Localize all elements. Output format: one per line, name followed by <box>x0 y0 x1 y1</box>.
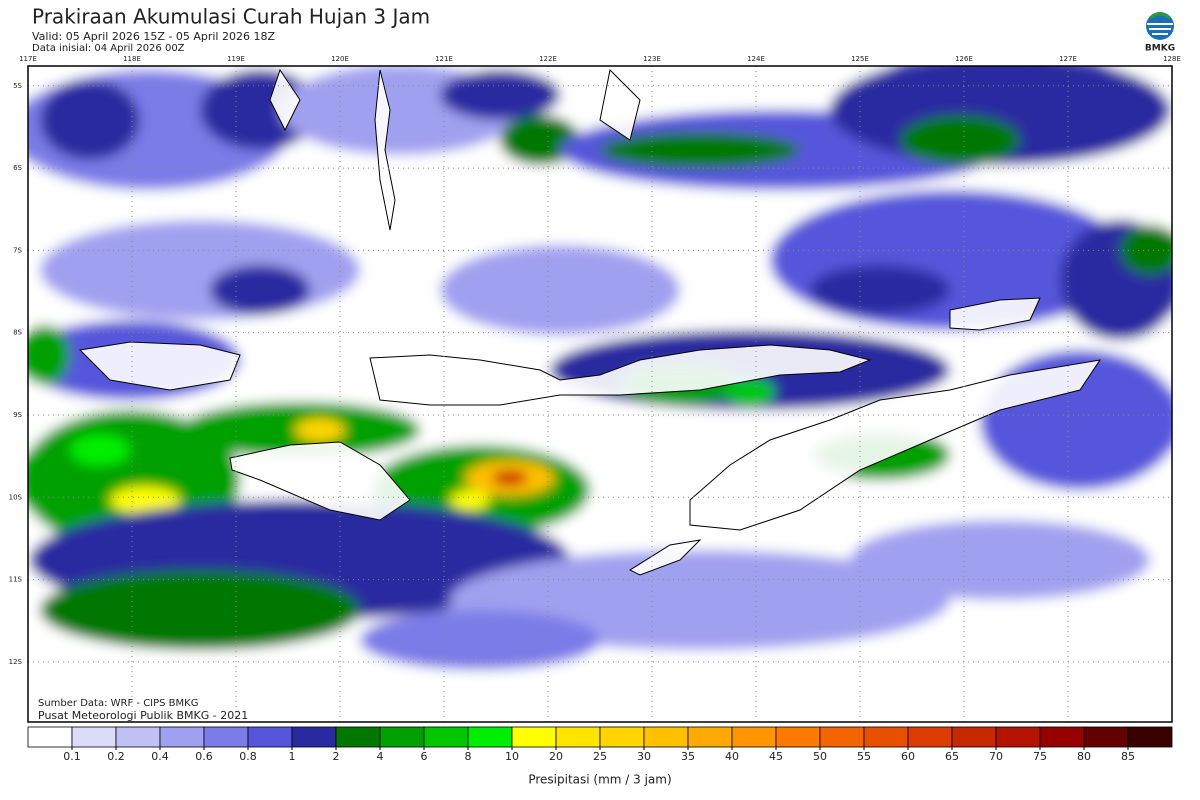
lon-label: 117E <box>19 55 37 63</box>
precip-field <box>28 66 1172 722</box>
colorbar-box <box>335 726 381 748</box>
colorbar-tick-label: 4 <box>377 750 384 763</box>
title: Prakiraan Akumulasi Curah Hujan 3 Jam <box>32 5 430 29</box>
initial-time: Data inisial: 04 April 2026 00Z <box>32 43 185 54</box>
lat-label: 10S <box>9 493 23 501</box>
lon-label: 118E <box>123 55 141 63</box>
colorbar-label: Presipitasi (mm / 3 jam) <box>528 773 671 787</box>
lon-label: 123E <box>643 55 661 63</box>
colorbar-box <box>247 726 293 748</box>
lon-label: 122E <box>539 55 557 63</box>
colorbar-tick-label: 8 <box>465 750 472 763</box>
lat-label: 5S <box>13 82 22 90</box>
colorbar-box <box>951 726 997 748</box>
lon-label: 121E <box>435 55 453 63</box>
lat-label: 7S <box>13 246 22 254</box>
colorbar-box <box>467 726 513 748</box>
lon-label: 119E <box>227 55 245 63</box>
colorbar-box <box>555 726 601 748</box>
lat-label: 12S <box>9 658 23 666</box>
colorbar-tick-label: 85 <box>1121 750 1135 763</box>
lat-label: 8S <box>13 329 22 337</box>
colorbar-box <box>863 726 909 748</box>
lon-label: 125E <box>851 55 869 63</box>
colorbar-tick-label: 6 <box>421 750 428 763</box>
colorbar-box <box>775 726 821 748</box>
colorbar-box <box>115 726 161 748</box>
colorbar-box <box>1039 726 1085 748</box>
coastlines <box>78 68 1102 576</box>
valid-time: Valid: 05 April 2026 15Z - 05 April 2026… <box>32 30 275 43</box>
colorbar-tick-label: 70 <box>989 750 1003 763</box>
credit: Pusat Meteorologi Publik BMKG - 2021 <box>38 709 248 722</box>
colorbar-box <box>599 726 645 748</box>
colorbar-tick-label: 45 <box>769 750 783 763</box>
colorbar-tick-label: 40 <box>725 750 739 763</box>
colorbar-box <box>1127 726 1173 748</box>
lat-label: 6S <box>13 164 22 172</box>
colorbar-tick-label: 50 <box>813 750 827 763</box>
colorbar-box <box>1083 726 1129 748</box>
colorbar-box <box>291 726 337 748</box>
colorbar-tick-label: 0.6 <box>195 750 213 763</box>
grid <box>27 66 1173 722</box>
lon-label: 124E <box>747 55 765 63</box>
colorbar-tick-label: 10 <box>505 750 519 763</box>
colorbar-box <box>71 726 117 748</box>
map-frame <box>27 65 1173 723</box>
colorbar-box <box>423 726 469 748</box>
colorbar-box <box>687 726 733 748</box>
colorbar-box <box>731 726 777 748</box>
logo-text: BMKG <box>1145 44 1175 54</box>
colorbar-tick-label: 0.2 <box>107 750 125 763</box>
source: Sumber Data: WRF - CIPS BMKG <box>38 698 198 709</box>
colorbar-tick-label: 0.4 <box>151 750 169 763</box>
colorbar-box <box>643 726 689 748</box>
colorbar-tick-label: 0.8 <box>239 750 257 763</box>
colorbar-box <box>907 726 953 748</box>
colorbar-tick-label: 80 <box>1077 750 1091 763</box>
lon-label: 120E <box>331 55 349 63</box>
lon-label: 126E <box>955 55 973 63</box>
colorbar-tick-label: 0.1 <box>63 750 81 763</box>
colorbar-tick-label: 60 <box>901 750 915 763</box>
lat-label: 9S <box>13 411 22 419</box>
colorbar-box <box>159 726 205 748</box>
colorbar-tick-label: 65 <box>945 750 959 763</box>
colorbar-tick-label: 30 <box>637 750 651 763</box>
lon-label: 127E <box>1059 55 1077 63</box>
colorbar-box <box>27 726 73 748</box>
colorbar-box <box>379 726 425 748</box>
colorbar-tick-label: 35 <box>681 750 695 763</box>
colorbar-tick-label: 25 <box>593 750 607 763</box>
colorbar-tick-label: 20 <box>549 750 563 763</box>
colorbar-tick-label: 55 <box>857 750 871 763</box>
logo: BMKG <box>1145 12 1175 54</box>
lat-label: 11S <box>9 576 23 584</box>
colorbar-box <box>203 726 249 748</box>
colorbar: 0.1 0.2 0.4 0.6 0.8 1 2 4 6 8 10 20 25 30 35 40 45 50 55 60… <box>27 726 1173 763</box>
colorbar-box <box>819 726 865 748</box>
lon-label: 128E <box>1163 55 1181 63</box>
colorbar-box <box>995 726 1041 748</box>
colorbar-box <box>511 726 557 748</box>
colorbar-tick-label: 1 <box>289 750 296 763</box>
colorbar-tick-label: 75 <box>1033 750 1047 763</box>
colorbar-tick-label: 2 <box>333 750 340 763</box>
